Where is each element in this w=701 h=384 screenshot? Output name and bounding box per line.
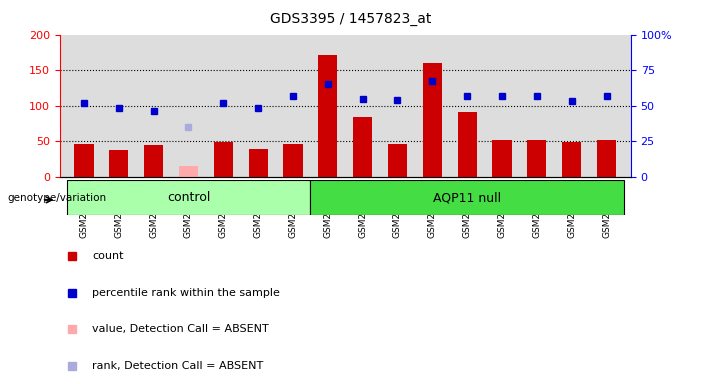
Bar [423, 63, 442, 177]
Text: genotype/variation: genotype/variation [7, 193, 106, 203]
Bar [492, 140, 512, 177]
Bar [458, 112, 477, 177]
Bar [283, 144, 303, 177]
Bar [67, 180, 311, 215]
Bar [109, 151, 128, 177]
Bar [179, 166, 198, 177]
Bar [353, 117, 372, 177]
Bar [214, 142, 233, 177]
Bar [527, 140, 546, 177]
Text: control: control [167, 191, 210, 204]
Bar [311, 180, 624, 215]
Bar [318, 55, 337, 177]
Bar [74, 144, 93, 177]
Text: rank, Detection Call = ABSENT: rank, Detection Call = ABSENT [93, 361, 264, 371]
Text: percentile rank within the sample: percentile rank within the sample [93, 288, 280, 298]
Bar [144, 146, 163, 177]
Text: count: count [93, 251, 124, 261]
Bar [249, 149, 268, 177]
Text: AQP11 null: AQP11 null [433, 191, 501, 204]
Bar [562, 142, 581, 177]
Text: GDS3395 / 1457823_at: GDS3395 / 1457823_at [270, 12, 431, 25]
Bar [388, 144, 407, 177]
Text: value, Detection Call = ABSENT: value, Detection Call = ABSENT [93, 324, 269, 334]
Bar [597, 141, 616, 177]
